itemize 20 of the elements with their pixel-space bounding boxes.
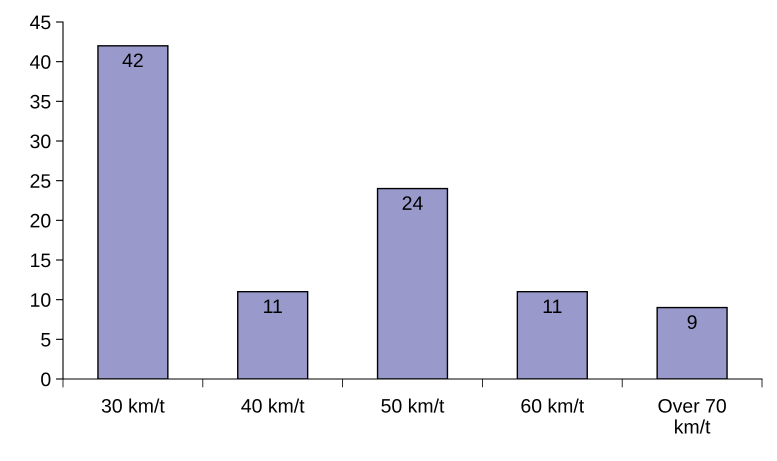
y-tick-label: 10 — [31, 293, 50, 307]
y-tick-label: 20 — [30, 214, 50, 228]
y-tick-label: 40 — [30, 55, 50, 69]
y-tick-label: 5 — [41, 333, 50, 347]
y-tick-label: 15 — [31, 254, 50, 268]
y-tick-label: 0 — [41, 372, 50, 386]
data-label: 9 — [688, 315, 697, 330]
data-label: 11 — [264, 300, 282, 313]
y-tick-label: 45 — [30, 16, 50, 30]
data-label: 11 — [544, 300, 562, 313]
x-tick-label: 30 km/t — [102, 398, 165, 413]
x-tick-label: 50 km/t — [381, 398, 444, 413]
y-tick-label: 35 — [30, 94, 50, 109]
y-tick-label: 25 — [30, 174, 50, 188]
data-label: 42 — [122, 53, 143, 68]
data-label: 24 — [402, 196, 423, 210]
x-tick-label: Over 70 km/t — [658, 398, 726, 434]
x-tick-label: 60 km/t — [521, 398, 584, 413]
x-tick-label: 40 km/t — [241, 398, 304, 413]
y-tick-label: 30 — [30, 134, 50, 148]
